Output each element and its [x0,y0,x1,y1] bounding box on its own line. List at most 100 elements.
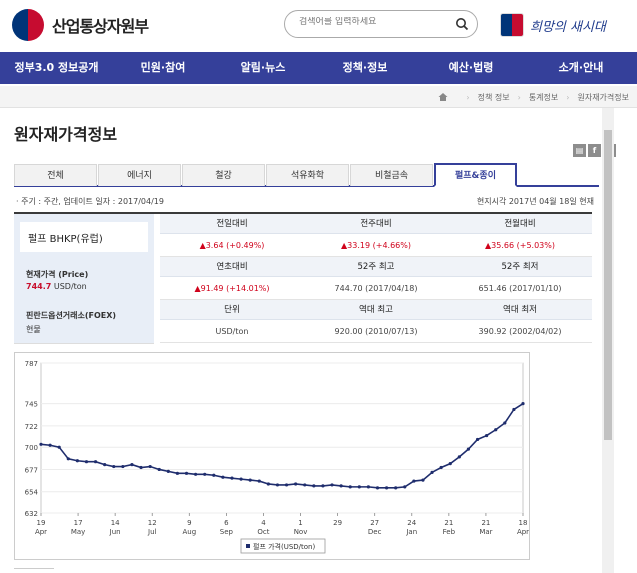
search-box[interactable] [284,10,478,38]
stat-header: 전월대비 [448,214,592,234]
x-tick-month-label: Sep [220,528,234,536]
x-tick-month-label: Apr [517,528,529,536]
product-name: 펄프 BHKP(유럽) [20,222,148,252]
data-point [221,475,225,479]
print-icon[interactable]: ▤ [573,144,586,157]
current-price: 744.7 USD/ton [26,282,87,291]
x-tick-label: 9 [187,519,191,527]
gnb-item-policy[interactable]: 정책·정보 [342,61,388,74]
data-point [239,477,243,481]
x-tick-month-label: Apr [35,528,47,536]
data-point [448,462,452,466]
data-point [48,443,52,447]
data-point [494,428,498,432]
data-point [485,433,489,438]
y-tick-label: 700 [25,444,38,452]
current-price-value: 744.7 [26,282,52,291]
stat-header: 전주대비 [304,214,448,234]
data-point [39,442,43,446]
data-point [93,460,98,464]
stat-value: 390.92 (2002/04/02) [448,320,592,343]
data-point [157,467,161,472]
breadcrumb-item-policy[interactable]: 정책 정보 [477,92,510,102]
tab-pulp-paper[interactable]: 펄프&종이 [434,163,517,187]
data-point [203,472,207,476]
tab-nonferrous[interactable]: 비철금속 [350,164,433,186]
data-point [230,476,234,480]
stats-grid: 전일대비 전주대비 전월대비 ▲3.64 (+0.49%) ▲33.19 (+4… [160,214,592,343]
x-tick-month-label: Dec [368,528,382,536]
x-tick-label: 27 [370,519,379,527]
local-time-info: 현지시각 2017년 04월 18일 현재 [476,197,594,206]
tab-steel[interactable]: 철강 [182,164,265,186]
data-point [430,470,434,474]
search-icon[interactable] [455,17,469,31]
exchange-value: 현물 [26,325,41,334]
gnb-item-about[interactable]: 소개·안내 [558,61,604,74]
data-point [148,464,152,469]
tab-all[interactable]: 전체 [14,164,97,186]
stat-value: 651.46 (2017/01/10) [448,277,592,300]
stat-value: ▲33.19 (+4.66%) [304,234,448,257]
x-tick-month-label: Jan [405,528,417,536]
data-point [475,437,480,442]
breadcrumb-item-current[interactable]: 원자재가격정보 [577,92,629,102]
slogan-banner: 희망의 새시대 [500,10,610,40]
tab-energy[interactable]: 에너지 [98,164,181,186]
x-tick-month-label: May [71,528,85,536]
data-point [130,463,134,467]
chevron-right-icon: › [566,92,570,102]
category-tabs: 전체 에너지 철강 석유화학 비철금속 펄프&종이 [14,163,599,187]
gnb-item-news[interactable]: 알림·뉴스 [240,61,286,74]
data-point [403,485,407,489]
price-info-table: 펄프 BHKP(유럽) 현재가격 (Price) 744.7 USD/ton 핀… [14,212,592,344]
data-point [339,484,343,488]
data-point [257,479,261,483]
slogan-text: 희망의 새시대 [530,19,606,35]
gnb-item-budget[interactable]: 예산·법령 [448,61,494,74]
taeguk-logo-icon [12,9,44,41]
data-point [457,455,461,459]
data-point [303,483,307,487]
y-tick-label: 677 [25,466,38,474]
exchange-label: 핀란드옵션거래소(FOEX) [26,311,117,320]
x-tick-month-label: Mar [479,528,492,536]
search-input[interactable] [299,17,449,27]
data-point [212,473,216,477]
y-tick-label: 745 [25,401,38,409]
stat-value: 920.00 (2010/07/13) [304,320,448,343]
breadcrumb-item-stats[interactable]: 통계정보 [528,92,559,102]
data-point [412,479,416,483]
data-point [294,482,298,486]
stat-header: 전일대비 [160,214,304,234]
stat-header: 단위 [160,300,304,320]
legend-box [240,538,326,554]
legend-swatch [246,544,250,548]
x-tick-label: 12 [148,519,157,527]
data-point [394,486,398,490]
data-point [175,471,180,475]
product-summary: 펄프 BHKP(유럽) 현재가격 (Price) 744.7 USD/ton 핀… [14,214,154,344]
plot-area [40,362,524,514]
tab-petrochemical[interactable]: 석유화학 [266,164,349,186]
data-point [321,484,325,488]
scrollbar-thumb[interactable] [604,130,612,440]
data-point [139,465,143,470]
facebook-icon[interactable]: f [588,144,601,157]
data-point [75,459,79,463]
y-tick-label: 787 [25,360,38,368]
gnb-item-petition[interactable]: 민원·참여 [140,61,186,74]
gnb-item-open-gov[interactable]: 정부3.0 정보공개 [14,61,99,74]
data-point [503,421,507,425]
stat-value: ▲35.66 (+5.03%) [448,234,592,257]
x-tick-label: 4 [261,519,266,527]
ministry-logo[interactable]: 산업통상자원부 [12,9,149,41]
data-point [512,407,516,412]
y-tick-label: 722 [25,423,38,431]
x-tick-label: 19 [37,519,46,527]
data-point [421,478,425,482]
current-price-unit: USD/ton [51,282,87,291]
home-icon[interactable] [438,92,448,102]
flag-icon [500,13,524,37]
site-header: 산업통상자원부 희망의 새시대 [0,0,637,50]
